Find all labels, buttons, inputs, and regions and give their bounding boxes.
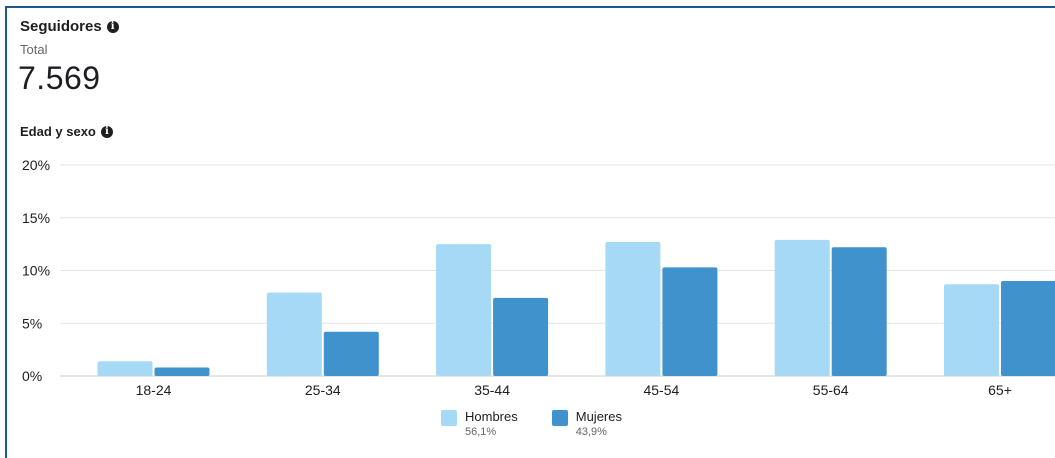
age-gender-title: Edad y sexo [20,124,96,139]
x-tick-label: 35-44 [474,382,510,398]
total-label: Total [20,42,48,57]
bar-mujeres-65+ [1001,281,1055,376]
bar-mujeres-55-64 [831,247,887,376]
bar-hombres-55-64 [774,239,830,376]
bar-hombres-45-54 [605,242,661,376]
info-icon[interactable]: i [106,20,119,33]
x-tick-label: 45-54 [643,382,679,398]
followers-title: Seguidores [20,18,102,35]
followers-title-row: Seguidores i [20,18,119,35]
bar-hombres-65+ [944,284,999,376]
info-icon[interactable]: i [100,125,113,138]
bar-mujeres-35-44 [493,297,549,376]
y-tick-label: 10% [22,263,50,279]
bar-mujeres-25-34 [323,331,379,376]
legend-label-hombres: Hombres [465,409,518,424]
legend-share-hombres: 56,1% [465,426,497,438]
age-gender-title-row: Edad y sexo i [20,124,113,139]
age-gender-bar-chart: 0% 5% 10% 15% 20% 18-24 25-34 35-44 45-54 55-64 65… [22,157,1055,398]
x-tick-label: 55-64 [813,382,849,398]
x-tick-label: 25-34 [305,382,341,398]
y-tick-label: 15% [22,210,50,226]
bar-hombres-35-44 [436,244,492,376]
x-tick-label: 18-24 [136,382,172,398]
y-tick-label: 5% [22,315,42,331]
y-tick-label: 0% [22,368,42,384]
chart-legend: Hombres 56,1% Mujeres 43,9% [441,409,622,439]
bar-hombres-18-24 [97,361,153,376]
y-tick-label: 20% [22,157,50,173]
legend-swatch-hombres [441,410,457,426]
legend-item-hombres[interactable]: Hombres 56,1% [441,409,518,439]
x-tick-label: 65+ [988,382,1012,398]
legend-share-mujeres: 43,9% [575,426,607,438]
bar-mujeres-45-54 [662,267,718,376]
legend-swatch-mujeres [551,410,568,426]
followers-card [5,6,1055,458]
legend-label-mujeres: Mujeres [575,409,622,424]
bar-hombres-25-34 [266,292,322,376]
total-value: 7.569 [18,60,101,96]
bar-mujeres-18-24 [154,367,210,376]
legend-item-mujeres[interactable]: Mujeres 43,9% [551,409,622,439]
